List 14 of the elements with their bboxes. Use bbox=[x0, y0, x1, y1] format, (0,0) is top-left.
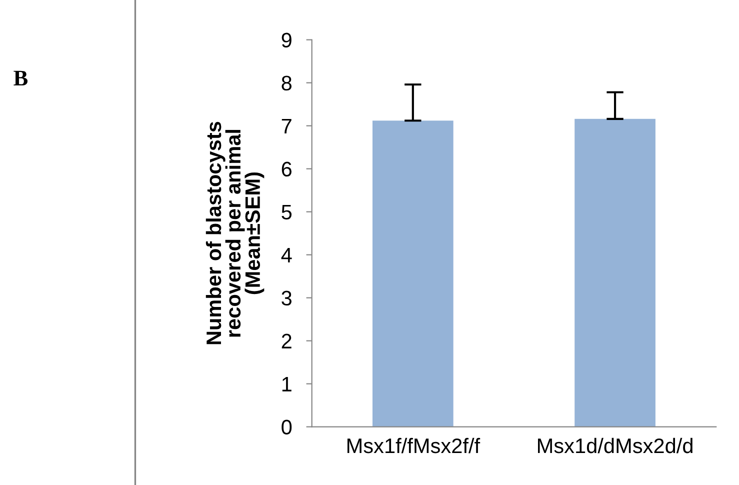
y-tick-label: 0 bbox=[282, 420, 292, 435]
y-tick-label: 8 bbox=[282, 76, 292, 91]
y-tick-label: 7 bbox=[282, 118, 292, 134]
y-tick-label: 4 bbox=[281, 248, 292, 262]
x-tick-label: Msx1d/dMsx2d/d bbox=[538, 438, 692, 454]
y-tick-label: 2 bbox=[282, 334, 292, 348]
y-tick-label: 5 bbox=[282, 205, 292, 220]
y-tick-label: 3 bbox=[282, 290, 292, 306]
y-tick-label: 9 bbox=[282, 32, 292, 48]
text: B bbox=[14, 70, 28, 86]
y-axis-title: Number of blastocysts recovered per animal (Mean±SEM) bbox=[206, 122, 264, 344]
x-tick-label: Msx1f/fMsx2f/f bbox=[347, 438, 480, 454]
y-tick-label: 1 bbox=[282, 377, 292, 392]
y-tick-label: 6 bbox=[282, 162, 292, 177]
